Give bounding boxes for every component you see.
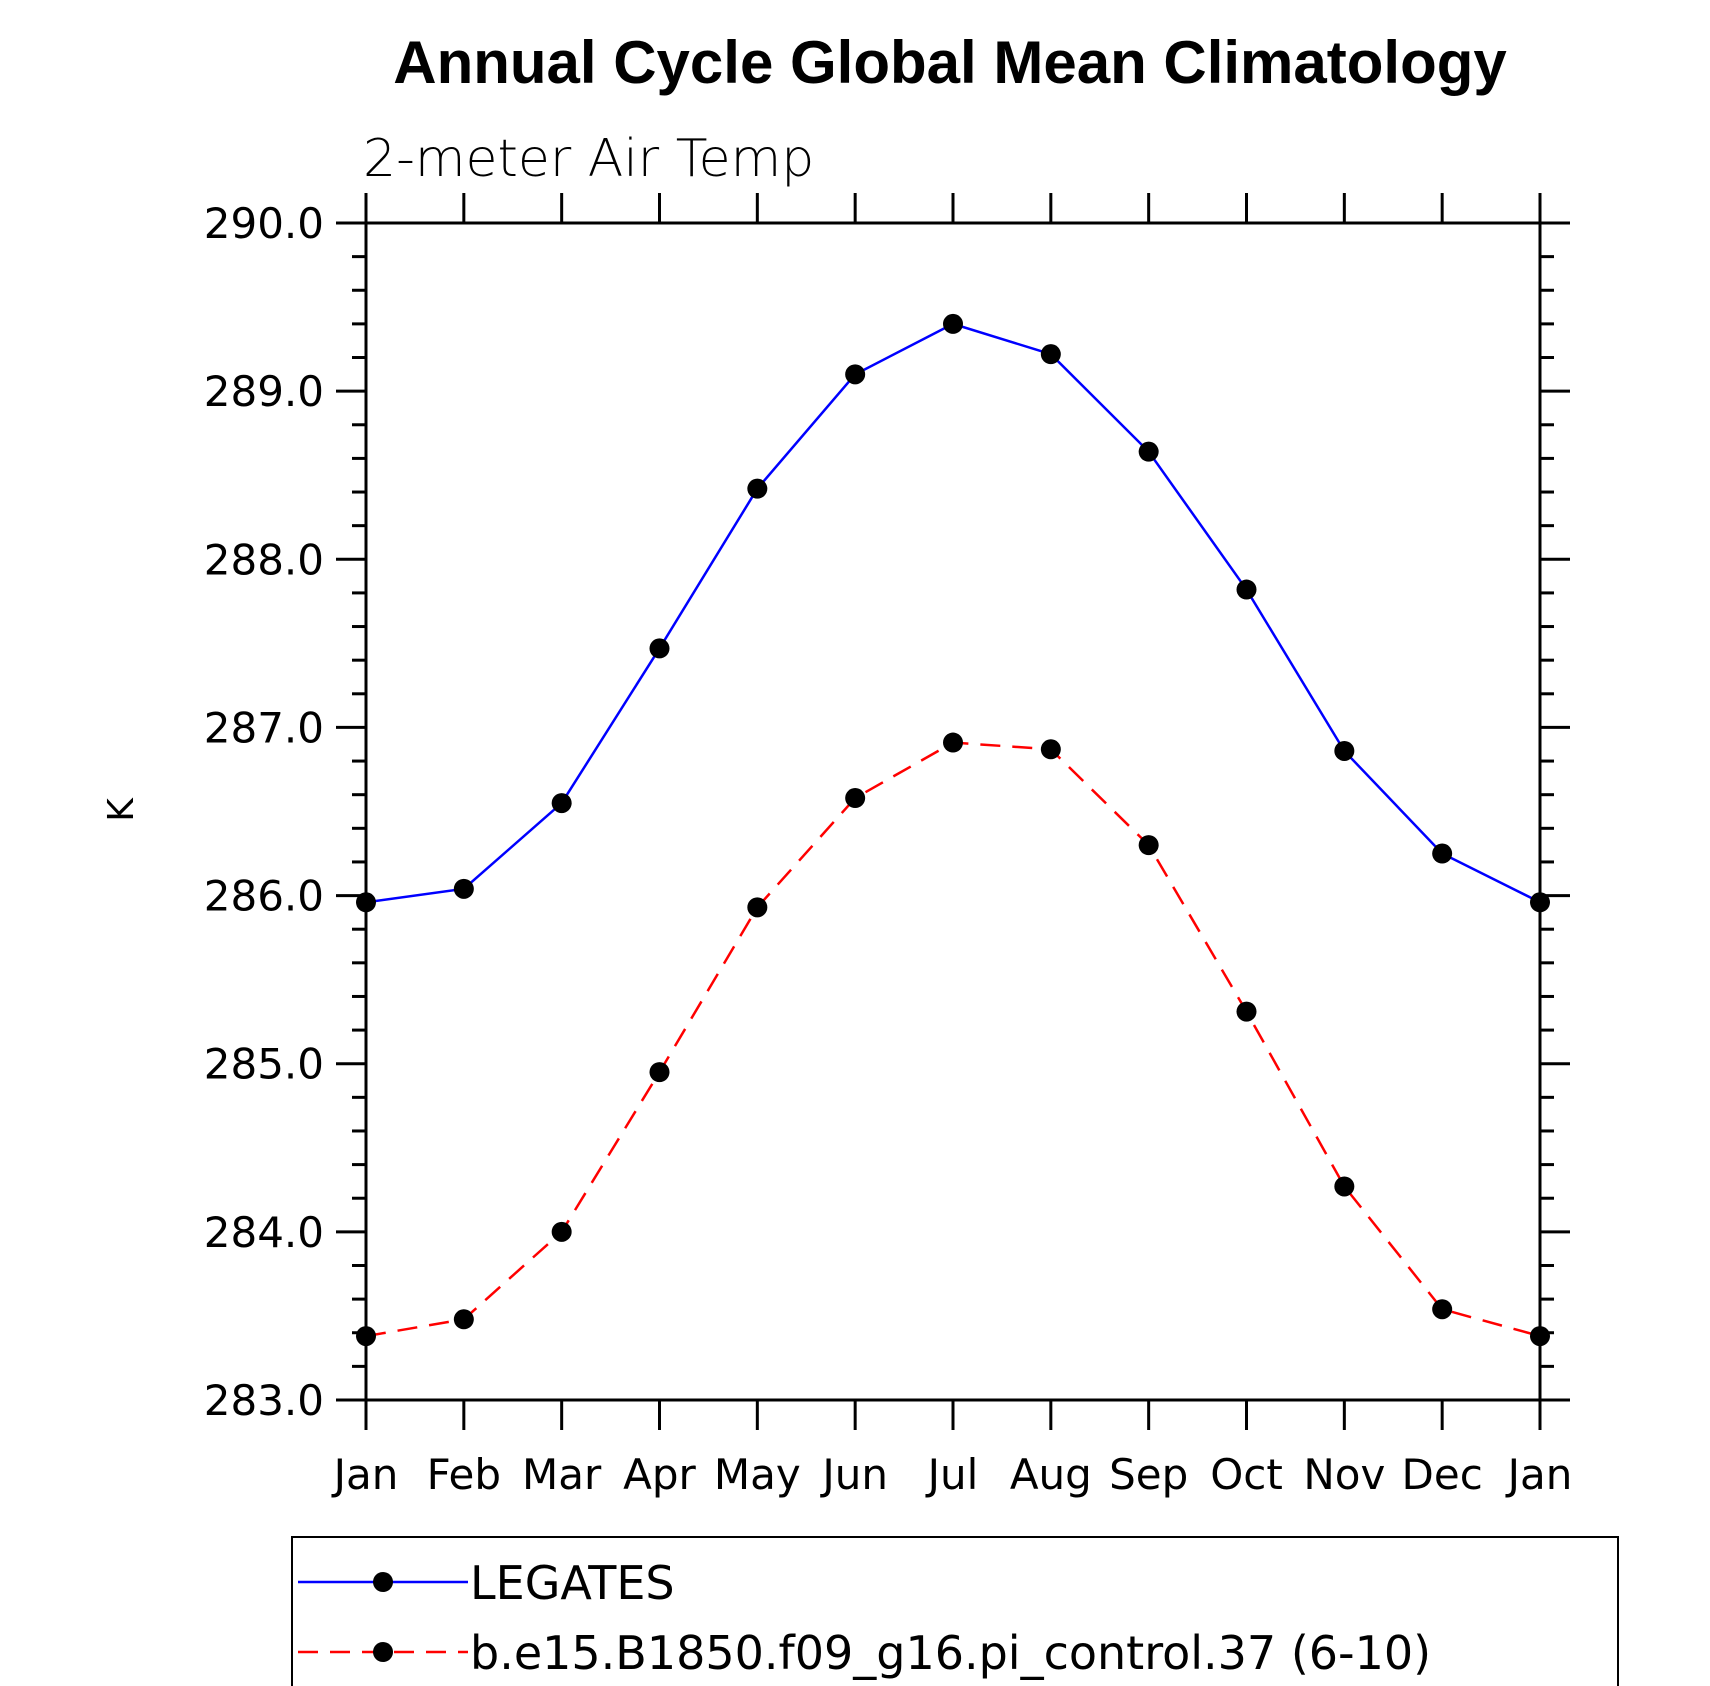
x-tick-label: Jul	[925, 1450, 979, 1499]
y-tick-label: 284.0	[204, 1208, 324, 1257]
legend-label: b.e15.B1850.f09_g16.pi_control.37 (6-10)	[470, 1626, 1431, 1680]
data-point	[551, 1221, 572, 1242]
data-point	[747, 478, 768, 499]
legend-marker	[373, 1572, 393, 1592]
data-point	[1040, 739, 1061, 760]
axes-layer: 283.0 284.0 285.0 286.0 287.0 288.0 289.0 290.0…	[204, 193, 1573, 1499]
legend-label: LEGATES	[470, 1556, 675, 1610]
data-point	[1138, 441, 1159, 462]
chart-title: Annual Cycle Global Mean Climatology	[393, 29, 1507, 96]
data-point	[747, 897, 768, 918]
series-2	[356, 732, 1550, 1347]
legend: LEGATES b.e15.B1850.f09_g16.pi_control.37…	[291, 1536, 1619, 1686]
legend-box	[291, 1536, 1619, 1686]
x-tick-label: Dec	[1402, 1450, 1483, 1499]
data-point	[1138, 835, 1159, 856]
data-point	[356, 1326, 376, 1347]
data-point	[453, 1309, 474, 1330]
data-point	[1530, 1326, 1550, 1347]
plot-frame	[364, 221, 1542, 1402]
data-point	[356, 892, 376, 913]
y-tick-label: 289.0	[204, 367, 324, 416]
x-tick-label: Sep	[1109, 1450, 1188, 1499]
y-tick-label: 290.0	[204, 199, 324, 248]
x-tick-label: Aug	[1010, 1450, 1092, 1499]
series-1	[356, 313, 1550, 913]
series-layer	[356, 313, 1550, 1347]
x-tick-label: Nov	[1303, 1450, 1385, 1499]
x-tick-label: Jan	[331, 1450, 399, 1499]
x-tick-label: Mar	[522, 1450, 602, 1499]
data-point	[1432, 843, 1453, 864]
y-axis-label: K	[101, 797, 142, 822]
data-point	[649, 638, 670, 659]
data-point	[453, 878, 474, 899]
x-tick-label: Jan	[1505, 1450, 1573, 1499]
data-point	[1236, 579, 1257, 600]
data-point	[943, 313, 963, 334]
x-tick-label: May	[714, 1450, 801, 1499]
x-tick-label: Oct	[1210, 1450, 1283, 1499]
data-point	[1334, 1176, 1355, 1197]
y-tick-label: 285.0	[204, 1040, 324, 1089]
series-line	[365, 322, 1541, 904]
data-point	[1334, 740, 1355, 761]
legend-marker	[373, 1642, 393, 1662]
x-tick-label: Apr	[623, 1450, 696, 1499]
data-point	[845, 364, 866, 385]
series-line	[365, 741, 1541, 1338]
data-point	[1530, 892, 1550, 913]
x-tick-label: Jun	[819, 1450, 888, 1499]
data-point	[1040, 344, 1061, 365]
data-point	[845, 788, 866, 809]
data-point	[649, 1062, 670, 1083]
y-tick-label: 286.0	[204, 872, 324, 921]
y-tick-label: 288.0	[204, 535, 324, 584]
data-point	[551, 793, 572, 814]
chart-subtitle: 2-meter Air Temp	[363, 129, 814, 189]
x-tick-label: Feb	[427, 1450, 501, 1499]
data-point	[1432, 1299, 1453, 1320]
data-point	[1236, 1001, 1257, 1022]
y-tick-label: 287.0	[204, 703, 324, 752]
y-tick-label: 283.0	[204, 1376, 324, 1425]
data-point	[943, 732, 963, 753]
